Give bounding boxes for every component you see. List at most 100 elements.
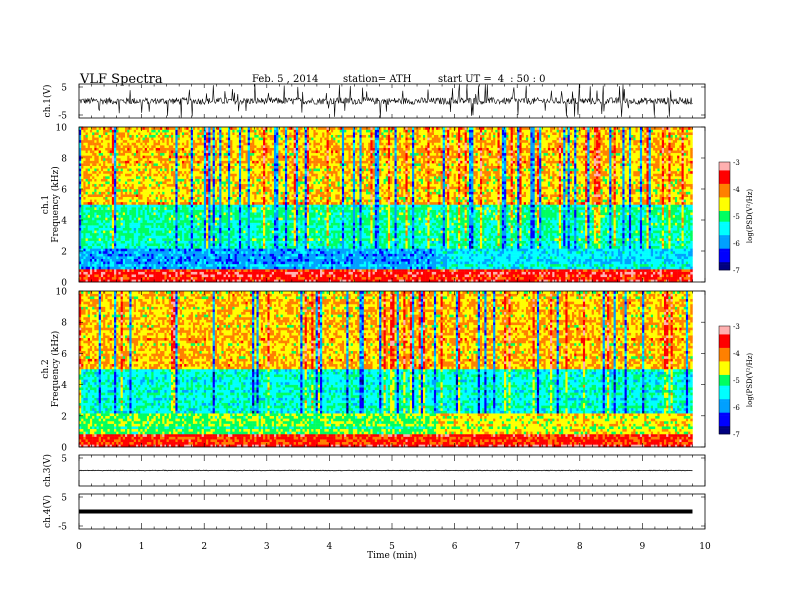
spectrogram-cell — [109, 271, 113, 275]
spectrogram-cell — [96, 168, 99, 172]
spectrogram-cell — [208, 194, 211, 197]
spectrogram-cell — [186, 173, 189, 177]
spectrogram-cell — [230, 147, 233, 151]
spectrogram-cell — [238, 170, 242, 174]
spectrogram-cell — [199, 232, 202, 236]
spectrogram-cell — [100, 253, 104, 257]
spectrogram-cell — [192, 217, 196, 221]
spectrogram-cell — [83, 279, 86, 283]
spectrogram-cell — [199, 230, 202, 234]
spectrogram-cell — [100, 222, 104, 226]
spectrogram-cell — [230, 279, 233, 283]
spectrogram-cell — [85, 209, 89, 213]
spectrogram-cell — [140, 251, 143, 254]
spectrogram-cell — [181, 245, 185, 249]
spectrogram-cell — [79, 201, 82, 205]
spectrogram-cell — [181, 220, 185, 223]
spectrogram-cell — [234, 222, 237, 226]
spectrogram-cell — [125, 189, 128, 192]
spectrogram-cell — [105, 230, 108, 234]
spectrogram-cell — [85, 134, 89, 138]
spectrogram-cell — [199, 168, 202, 172]
spectrogram-cell — [151, 217, 154, 221]
spectrogram-cell — [153, 256, 156, 259]
spectrogram-cell — [118, 240, 121, 244]
spectrogram-cell — [181, 178, 185, 182]
spectrogram-cell — [105, 279, 108, 283]
spectrogram-cell — [83, 256, 86, 259]
spectrogram-cell — [234, 170, 237, 174]
spectrogram-cell — [81, 217, 84, 221]
spectrogram-cell — [89, 137, 93, 141]
spectrogram-cell — [166, 238, 170, 241]
spectrogram-cell — [168, 274, 172, 278]
spectrogram-cell — [81, 225, 84, 228]
spectrogram-cell — [249, 230, 253, 234]
spectrogram-cell — [83, 276, 86, 280]
spectrogram-cell — [131, 261, 135, 265]
spectrogram-cell — [157, 150, 161, 154]
spectrogram-cell — [122, 227, 126, 231]
spectrogram-cell — [162, 163, 165, 166]
spectrogram-cell — [217, 222, 220, 226]
spectrogram-cell — [79, 152, 82, 156]
spectrogram-cell — [114, 176, 117, 179]
spectrogram-cell — [206, 173, 209, 177]
spectrogram-cell — [151, 168, 154, 172]
spectrogram-cell — [160, 238, 163, 241]
spectrogram-cell — [96, 160, 99, 164]
spectrogram-cell — [171, 132, 174, 135]
spectrogram-cell — [105, 173, 108, 177]
spectrogram-cell — [131, 271, 135, 275]
spectrogram-cell — [208, 274, 211, 278]
spectrogram-cell — [214, 238, 218, 241]
spectrogram-cell — [214, 212, 218, 216]
spectrogram-cell — [164, 139, 167, 143]
spectrogram-cell — [168, 199, 172, 203]
spectrogram-cell — [247, 168, 251, 172]
spectrogram-cell — [162, 137, 165, 141]
spectrogram-cell — [212, 181, 216, 185]
spectrogram-cell — [212, 222, 216, 226]
spectrogram-cell — [105, 150, 108, 154]
spectrogram-cell — [135, 152, 139, 156]
spectrogram-cell — [94, 243, 97, 247]
spectrogram-cell — [217, 186, 220, 190]
spectrogram-cell — [146, 251, 150, 254]
spectrogram-cell — [234, 163, 237, 166]
spectrogram-cell — [212, 220, 216, 223]
spectrogram-cell — [149, 199, 152, 203]
spectrogram-cell — [114, 158, 117, 161]
spectrogram-cell — [254, 274, 257, 278]
spectrogram-cell — [230, 207, 233, 210]
spectrogram-cell — [208, 258, 211, 262]
spectrogram-cell — [85, 245, 89, 249]
spectrogram-cell — [164, 209, 167, 213]
spectrogram-cell — [157, 132, 161, 135]
spectrogram-cell — [146, 214, 150, 218]
spectrogram-cell — [212, 225, 216, 228]
spectrogram-cell — [203, 127, 207, 130]
spectrogram-cell — [149, 134, 152, 138]
spectrogram-cell — [100, 230, 104, 234]
spectrogram-cell — [186, 132, 189, 135]
spectrogram-cell — [162, 189, 165, 192]
spectrogram-cell — [81, 279, 84, 283]
spectrogram-cell — [230, 186, 233, 190]
spectrogram-cell — [116, 207, 119, 210]
spectrogram-cell — [144, 212, 148, 216]
spectrogram-cell — [234, 129, 237, 133]
spectrogram-cell — [236, 155, 240, 159]
spectrogram-cell — [230, 160, 233, 164]
spectrogram-cell — [168, 225, 172, 228]
spectrogram-cell — [118, 183, 121, 187]
spectrogram-cell — [164, 176, 167, 179]
spectrogram-cell — [89, 145, 93, 148]
spectrogram-cell — [116, 263, 119, 267]
spectrogram-cell — [83, 168, 86, 172]
spectrogram-cell — [140, 269, 143, 272]
spectrogram-cell — [175, 256, 178, 259]
spectrogram-cell — [230, 271, 233, 275]
spectrogram-cell — [153, 207, 156, 210]
spectrogram-cell — [111, 227, 115, 231]
